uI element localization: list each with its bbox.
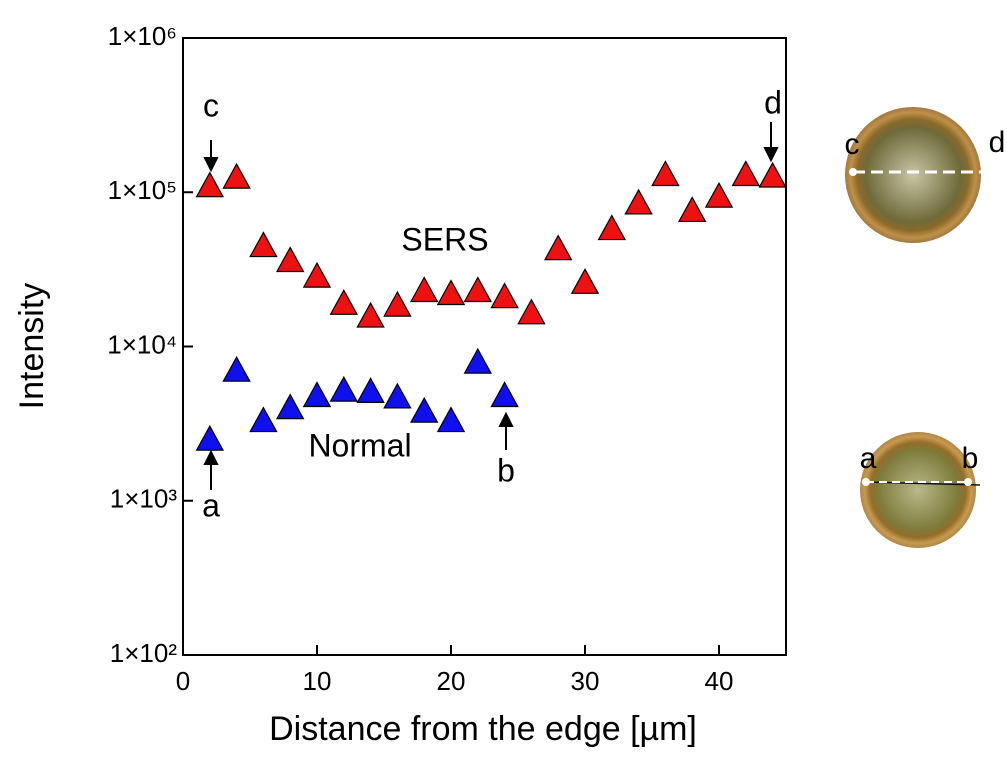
inset-dot bbox=[862, 478, 870, 486]
y-tick-label: 1×10⁴ bbox=[107, 329, 177, 359]
marker bbox=[409, 396, 439, 423]
marker bbox=[329, 289, 359, 315]
inset-label: d bbox=[989, 126, 1006, 159]
marker bbox=[490, 282, 519, 309]
arrows bbox=[203, 122, 779, 490]
marker bbox=[463, 276, 493, 303]
marker bbox=[409, 276, 439, 303]
marker bbox=[222, 355, 251, 382]
inset-label: b bbox=[962, 442, 979, 475]
marker bbox=[597, 214, 627, 241]
x-tick-label: 0 bbox=[176, 666, 190, 696]
series-label: Normal bbox=[308, 427, 411, 463]
marker bbox=[329, 375, 359, 402]
y-axis-title: Intensity bbox=[13, 283, 51, 410]
marker bbox=[758, 161, 787, 188]
marker bbox=[436, 279, 466, 306]
marker bbox=[651, 160, 680, 187]
marker bbox=[356, 301, 385, 328]
marker bbox=[383, 290, 412, 317]
series-label: SERS bbox=[401, 221, 488, 257]
marker bbox=[624, 188, 653, 215]
marker bbox=[302, 381, 332, 408]
y-tick-label: 1×10⁵ bbox=[108, 175, 177, 205]
marker bbox=[543, 234, 573, 261]
inset-image bbox=[860, 432, 976, 548]
y-tick-label: 1×10⁶ bbox=[108, 21, 177, 51]
marker bbox=[570, 268, 600, 294]
inset-image bbox=[845, 107, 981, 243]
marker bbox=[436, 406, 466, 433]
marker bbox=[275, 393, 305, 420]
x-tick-label: 20 bbox=[437, 666, 466, 696]
x-tick-label: 30 bbox=[571, 666, 600, 696]
marker bbox=[383, 382, 412, 409]
marker bbox=[356, 377, 385, 404]
marker bbox=[222, 162, 251, 189]
inset-dot bbox=[849, 168, 857, 176]
marker bbox=[249, 231, 278, 258]
x-tick-label: 40 bbox=[705, 666, 734, 696]
y-tick-label: 1×10³ bbox=[110, 484, 178, 514]
marker bbox=[463, 347, 493, 374]
annotation: d bbox=[764, 84, 782, 120]
marker bbox=[302, 261, 332, 288]
inset-dot bbox=[991, 168, 999, 176]
annotation: a bbox=[202, 487, 220, 523]
y-tick-label: 1×10² bbox=[110, 638, 178, 668]
marker bbox=[249, 406, 278, 433]
marker bbox=[275, 246, 305, 273]
marker bbox=[490, 381, 519, 408]
plot-frame bbox=[182, 37, 787, 656]
marker bbox=[195, 171, 225, 198]
marker bbox=[517, 298, 546, 325]
x-tick-label: 10 bbox=[303, 666, 332, 696]
marker bbox=[704, 181, 734, 208]
x-axis-title: Distance from the edge [µm] bbox=[269, 710, 697, 748]
inset-dot bbox=[964, 478, 972, 486]
marker bbox=[677, 196, 707, 223]
annotation: c bbox=[203, 87, 219, 123]
inset-label: a bbox=[860, 442, 877, 475]
inset-label: c bbox=[845, 128, 860, 161]
annotation: b bbox=[497, 452, 515, 488]
marker bbox=[195, 424, 225, 451]
marker bbox=[731, 160, 761, 187]
